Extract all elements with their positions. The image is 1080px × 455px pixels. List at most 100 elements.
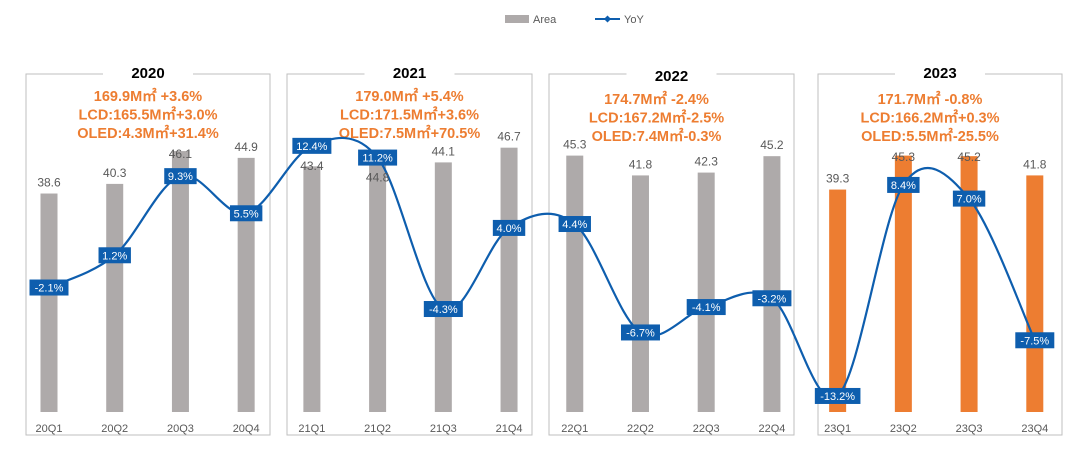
category-label-21Q4: 21Q4: [496, 423, 523, 435]
yoy-point-23Q4: -7.5%: [1015, 332, 1055, 349]
category-label-22Q3: 22Q3: [693, 423, 720, 435]
yoy-point-23Q3: 7.0%: [952, 190, 986, 207]
yoy-label-box: [1015, 332, 1055, 349]
year-group-2023: 2023 171.7M㎡ -0.8%LCD:166.2M㎡+0.3%OLED:5.…: [817, 65, 1063, 436]
category-label-23Q2: 23Q2: [890, 423, 917, 435]
yoy-point-22Q2: -6.7%: [620, 324, 660, 341]
category-label-23Q1: 23Q1: [824, 423, 851, 435]
bar-23Q1: [829, 189, 847, 412]
yoy-label-box: [98, 247, 131, 264]
bar-23Q3: [960, 156, 978, 412]
yoy-label-box: [558, 216, 591, 233]
legend-yoy-marker: [603, 15, 612, 23]
bar-22Q3: [697, 172, 715, 412]
bar-label-21Q2: 44.8: [366, 171, 390, 185]
yoy-point-23Q2: 8.4%: [887, 176, 920, 193]
yoy-label-box: [814, 387, 861, 404]
yoy-point-21Q2: 11.2%: [358, 149, 398, 166]
year-note: LCD:171.5M㎡+3.6%: [340, 106, 479, 124]
yoy-label: -4.1%: [692, 302, 721, 314]
bar-label-21Q1: 43.4: [300, 159, 324, 173]
category-label-22Q4: 22Q4: [758, 423, 785, 435]
bar-21Q2: [369, 158, 387, 412]
year-note: 169.9M㎡ +3.6%: [94, 87, 203, 105]
yoy-label: -2.1%: [35, 283, 64, 295]
year-note: OLED:4.3M㎡+31.4%: [77, 124, 219, 142]
category-label-23Q3: 23Q3: [956, 423, 983, 435]
bar-label-20Q3: 46.1: [169, 147, 193, 161]
legend-area-swatch: [505, 15, 529, 23]
bar-21Q3: [434, 162, 452, 412]
yoy-label-box: [620, 324, 660, 341]
year-note: OLED:5.5M㎡-25.5%: [861, 127, 999, 145]
yoy-label-box: [887, 176, 920, 193]
yoy-point-20Q1: -2.1%: [29, 279, 69, 296]
legend-area-label: Area: [533, 14, 557, 26]
bar-label-20Q2: 40.3: [103, 166, 127, 180]
yoy-point-21Q1: 12.4%: [292, 137, 332, 154]
year-box: [25, 73, 271, 436]
bar-label-20Q1: 38.6: [37, 176, 61, 190]
year-box: [286, 73, 533, 436]
yoy-label-box: [952, 190, 986, 207]
year-group-2021: 2021 179.0M㎡ +5.4%LCD:171.5M㎡+3.6%OLED:7.…: [286, 65, 533, 436]
bar-label-20Q4: 44.9: [234, 140, 258, 154]
yoy-point-21Q3: -4.3%: [423, 301, 463, 318]
yoy-point-20Q4: 5.5%: [229, 205, 263, 222]
year-note: OLED:7.4M㎡-0.3%: [592, 127, 722, 145]
yoy-line: [48, 136, 1036, 400]
year-title: 2022: [655, 68, 688, 85]
yoy-point-20Q2: 1.2%: [98, 247, 131, 264]
category-label-22Q1: 22Q1: [561, 423, 588, 435]
year-title: 2021: [393, 65, 426, 82]
yoy-label: 7.0%: [957, 194, 982, 206]
yoy-point-22Q1: 4.4%: [558, 216, 591, 233]
bar-20Q1: [40, 193, 58, 412]
legend-yoy-label: YoY: [624, 14, 644, 26]
yoy-label-box: [686, 299, 726, 316]
year-note: 179.0M㎡ +5.4%: [355, 87, 464, 105]
year-box: [548, 73, 795, 436]
bar-21Q1: [303, 166, 321, 412]
bar-23Q4: [1026, 175, 1044, 412]
bar-label-22Q2: 41.8: [629, 157, 653, 171]
yoy-label: -4.3%: [429, 304, 458, 316]
category-label-20Q2: 20Q2: [101, 423, 128, 435]
yoy-label: -3.2%: [758, 293, 787, 305]
yoy-label-box: [358, 149, 398, 166]
yoy-point-21Q4: 4.0%: [492, 219, 526, 236]
bar-label-21Q4: 46.7: [497, 130, 521, 144]
yoy-point-22Q3: -4.1%: [686, 299, 726, 316]
yoy-label-box: [423, 301, 463, 318]
bar-label-23Q2: 45.3: [892, 150, 916, 164]
year-group-2022: 2022 174.7M㎡ -2.4%LCD:167.2M㎡-2.5%OLED:7.…: [548, 68, 795, 436]
bar-22Q2: [631, 175, 649, 412]
yoy-label: 1.2%: [102, 250, 127, 262]
year-title: 2020: [131, 65, 164, 82]
bar-label-23Q4: 41.8: [1023, 157, 1047, 171]
bar-23Q2: [894, 155, 912, 413]
yoy-label-box: [164, 168, 197, 185]
bar-label-22Q1: 45.3: [563, 138, 587, 152]
yoy-label: 8.4%: [891, 180, 916, 192]
category-label-22Q2: 22Q2: [627, 423, 654, 435]
year-note: 171.7M㎡ -0.8%: [878, 90, 983, 108]
bar-label-21Q3: 44.1: [432, 144, 456, 158]
year-title: 2023: [923, 65, 956, 82]
yoy-label: 11.2%: [362, 153, 393, 165]
year-note: LCD:166.2M㎡+0.3%: [860, 109, 999, 127]
year-note: LCD:167.2M㎡-2.5%: [589, 109, 724, 127]
yoy-label-box: [292, 137, 332, 154]
bar-22Q1: [566, 155, 584, 413]
yoy-label: 12.4%: [296, 141, 327, 153]
bar-20Q2: [106, 183, 124, 412]
year-note: 174.7M㎡ -2.4%: [604, 90, 709, 108]
yoy-label-box: [29, 279, 69, 296]
yoy-point-20Q3: 9.3%: [164, 168, 197, 185]
year-note: OLED:7.5M㎡+70.5%: [339, 124, 481, 142]
bar-label-22Q3: 42.3: [695, 155, 719, 169]
yoy-label: 4.0%: [497, 223, 522, 235]
category-label-20Q3: 20Q3: [167, 423, 194, 435]
yoy-label-box: [229, 205, 263, 222]
